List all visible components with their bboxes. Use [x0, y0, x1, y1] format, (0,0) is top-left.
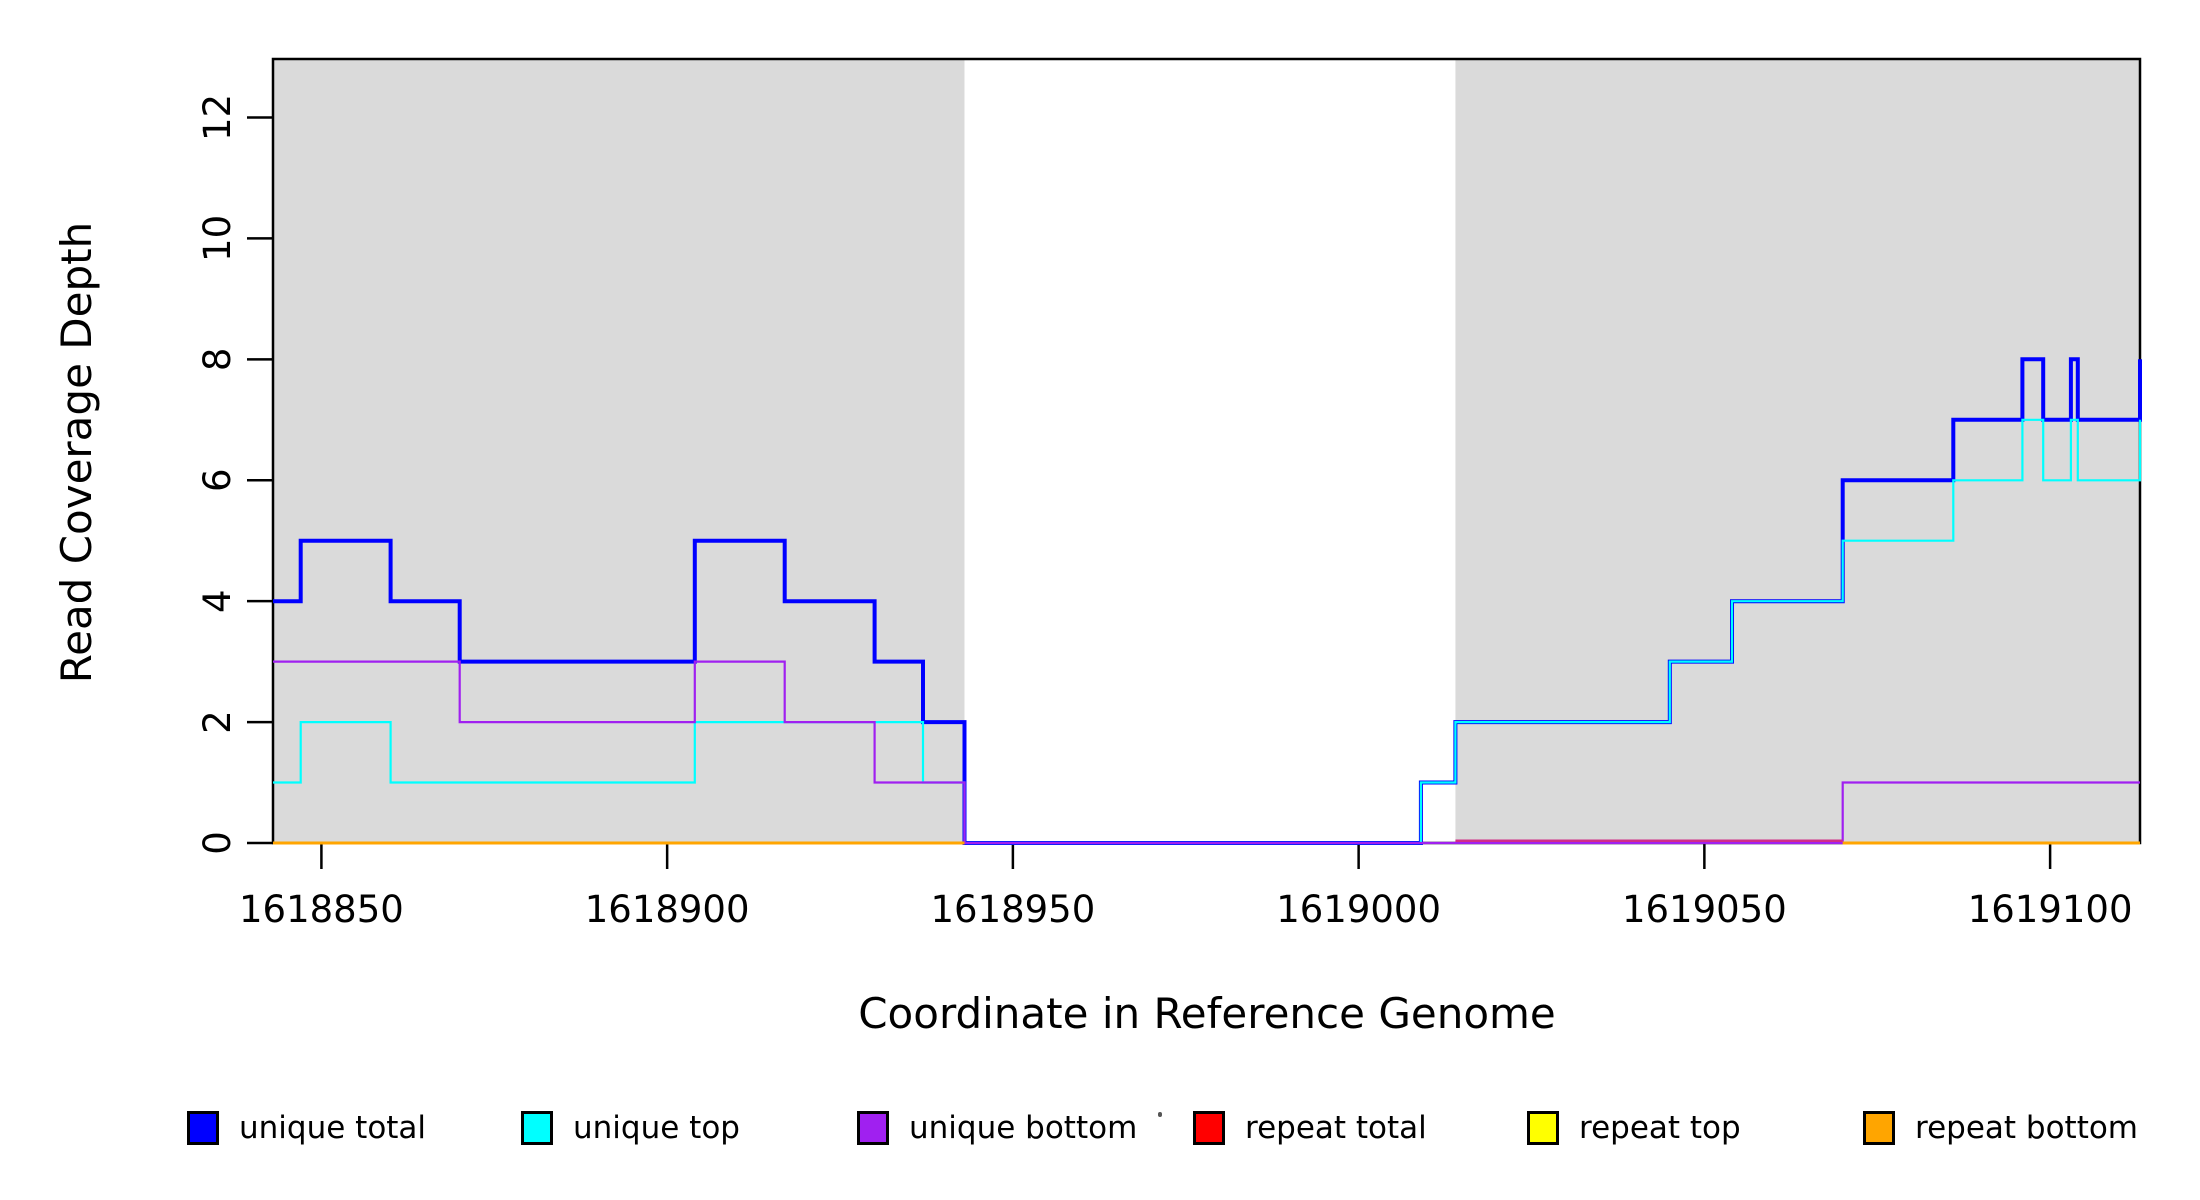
y-tick-label: 6 [196, 468, 239, 492]
x-tick-label: 1619050 [1622, 888, 1787, 931]
repeat-bottom-swatch-icon [1863, 1111, 1895, 1145]
unique-total-swatch-icon [187, 1111, 219, 1145]
x-tick-label: 1619000 [1276, 888, 1441, 931]
x-axis-title: Coordinate in Reference Genome [858, 988, 1556, 1038]
legend-label: repeat bottom [1915, 1110, 2139, 1146]
y-axis-title: Read Coverage Depth [52, 221, 102, 683]
unique-bottom-swatch-icon [857, 1111, 889, 1145]
y-tick-label: 8 [196, 348, 239, 372]
legend-label: unique total [239, 1110, 427, 1146]
legend-item-repeat-bottom: repeat bottom [1863, 1108, 2138, 1148]
legend-item-unique-total: unique total [187, 1108, 426, 1148]
legend-label: unique bottom [909, 1110, 1138, 1146]
x-tick-label: 1619100 [1968, 888, 2133, 931]
legend-label: repeat total [1245, 1110, 1427, 1146]
repeat-region-shading [273, 59, 965, 843]
legend-label: repeat top [1579, 1110, 1741, 1146]
unique-top-swatch-icon [521, 1111, 553, 1145]
legend-item-unique-top: unique top [521, 1108, 740, 1148]
legend-label: unique top [573, 1110, 740, 1146]
stray-dot [1158, 1112, 1162, 1117]
y-tick-label: 0 [196, 831, 239, 855]
x-tick-label: 1618900 [585, 888, 750, 931]
legend-item-repeat-top: repeat top [1527, 1108, 1741, 1148]
y-tick-label: 4 [196, 589, 239, 613]
repeat-top-swatch-icon [1527, 1111, 1559, 1145]
y-tick-label: 10 [196, 215, 239, 262]
series-line-unique-bottom [273, 660, 2140, 845]
series-line-unique-top [273, 418, 2142, 845]
y-tick-label: 12 [196, 94, 239, 141]
repeat-region-shading [1455, 59, 2140, 843]
x-tick-label: 1618850 [239, 888, 404, 931]
x-tick-label: 1618950 [930, 888, 1095, 931]
y-tick-label: 2 [196, 710, 239, 734]
legend-item-repeat-total: repeat total [1193, 1108, 1427, 1148]
legend-item-unique-bottom: unique bottom [857, 1108, 1137, 1148]
repeat-total-swatch-icon [1193, 1111, 1225, 1145]
